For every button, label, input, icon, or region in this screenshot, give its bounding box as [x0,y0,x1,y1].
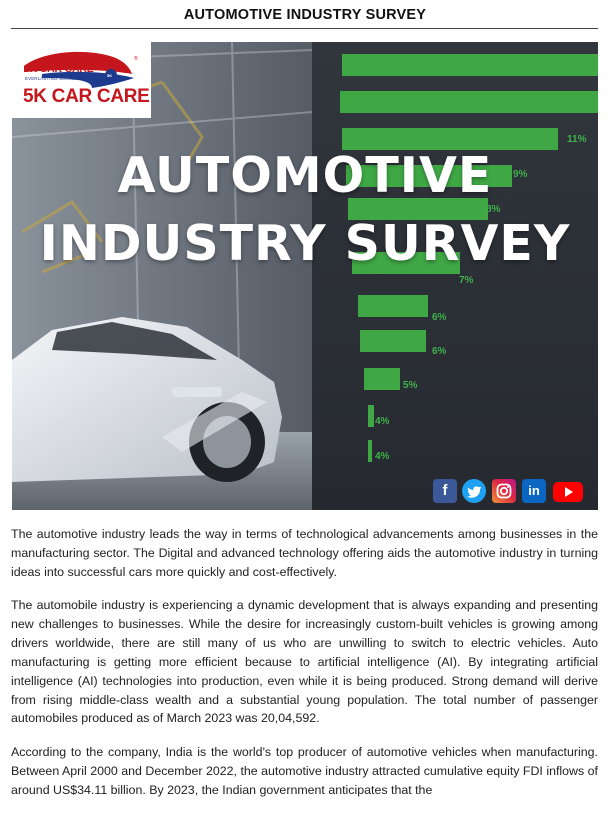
linkedin-icon[interactable]: in [522,479,546,503]
logo-badge: 5K [107,73,113,78]
percentage-bars [340,54,598,462]
bar-label: 11% [567,134,587,145]
survey-banner-image: ® 5K CAR CARE 5K EVERLASTING SUCCESS 5K … [12,42,598,510]
paragraph-development: The automobile industry is experiencing … [11,598,598,726]
bar-label: 5% [403,380,418,391]
bar-label: 9% [513,169,528,180]
banner-heading-line1: AUTOMOTIVE [117,147,493,204]
twitter-icon[interactable] [462,479,486,503]
bar-label: 6% [432,312,447,323]
bar-label: 6% [432,346,447,357]
document-title: AUTOMOTIVE INDUSTRY SURVEY [183,7,427,23]
bar-label: 8% [486,204,501,215]
youtube-icon[interactable] [553,482,583,502]
bar-label: 4% [375,416,390,427]
bar-label: 7% [459,275,474,286]
instagram-icon[interactable] [492,479,516,503]
banner-heading-line2: INDUSTRY SURVEY [39,215,571,272]
logo-tagline: EVERLASTING SUCCESS [25,76,82,81]
chart-panel-background [312,42,598,510]
logo-brand-big: 5K CAR CARE [23,86,150,107]
logo-brand-small: 5K CAR CARE [24,63,94,75]
paragraph-intro: The automotive industry leads the way in… [11,527,598,579]
brand-logo: ® 5K CAR CARE 5K EVERLASTING SUCCESS 5K … [12,42,151,118]
white-sports-car [12,317,282,482]
title-divider [11,28,598,29]
bar-label: 4% [375,451,390,462]
paragraph-india: According to the company, India is the w… [11,745,598,797]
car-logo-icon [24,51,134,88]
facebook-icon[interactable]: f [433,479,457,503]
banner-artwork [12,42,598,510]
registered-mark: ® [134,56,138,62]
